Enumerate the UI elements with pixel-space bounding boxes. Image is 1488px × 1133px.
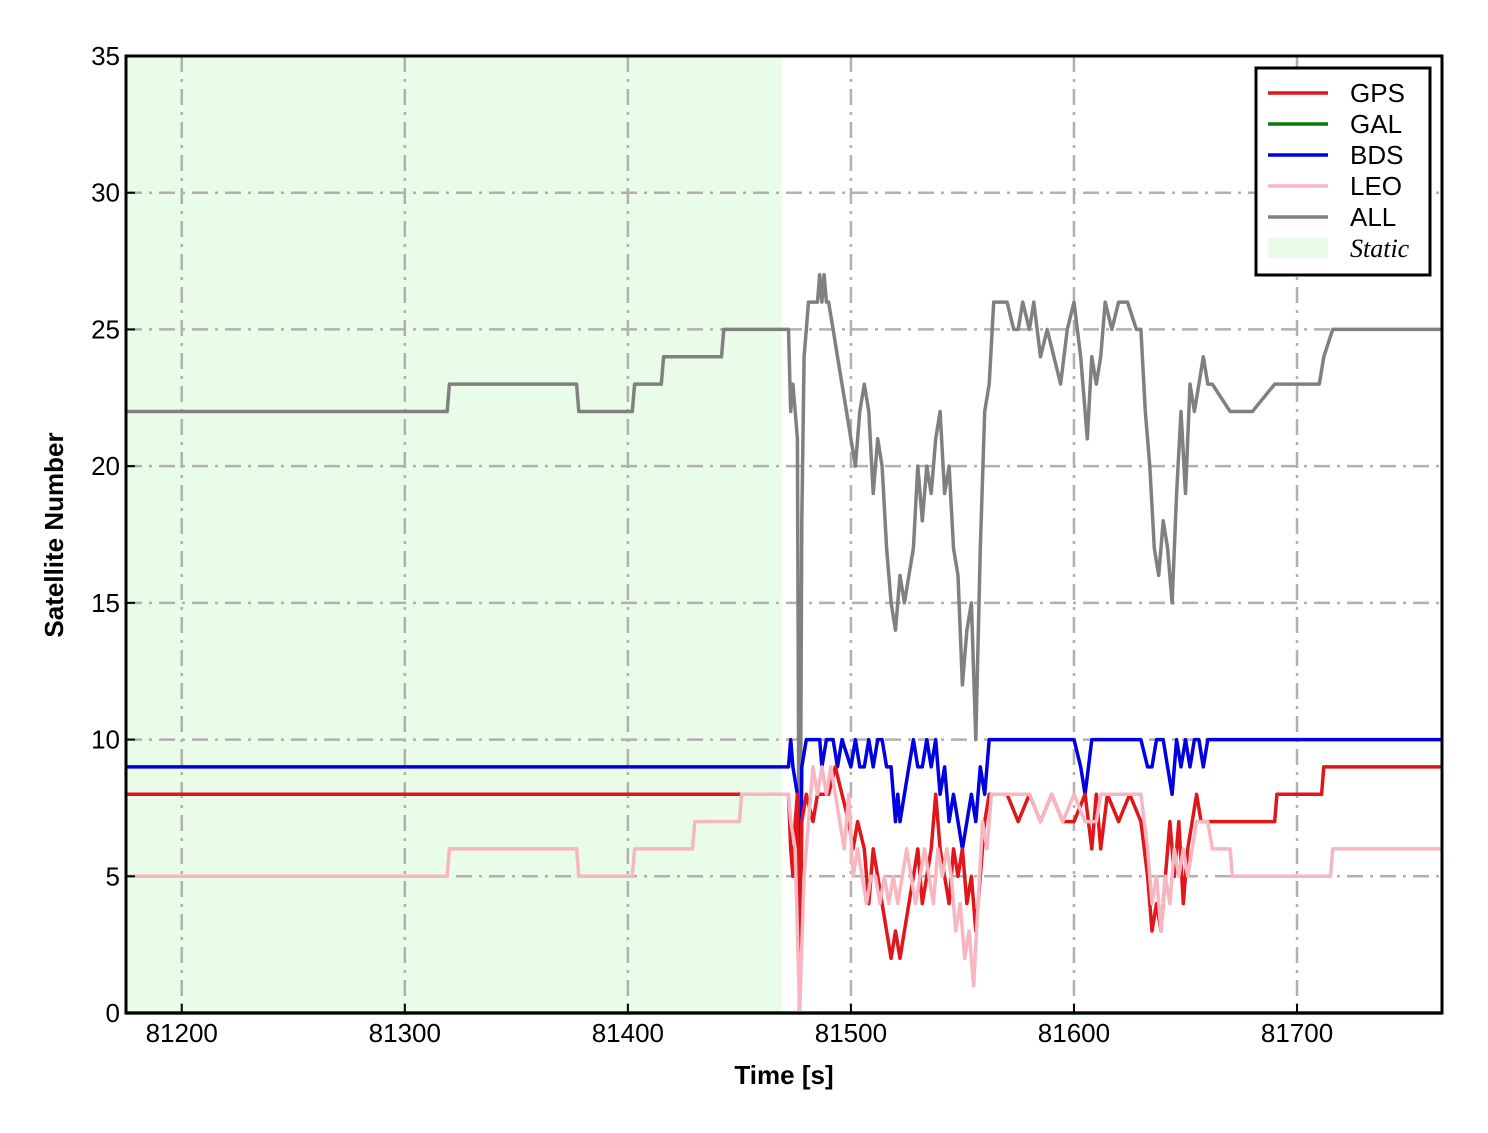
series-layer	[126, 272, 1442, 1015]
y-tick-label-0: 0	[106, 998, 120, 1028]
x-axis-title: Time [s]	[734, 1060, 833, 1090]
legend-label-bds: BDS	[1350, 140, 1403, 170]
legend-box	[1254, 66, 1432, 277]
y-tick-label-5: 5	[106, 861, 120, 891]
x-tick-label-81600: 81600	[1038, 1018, 1110, 1048]
y-tick-label-10: 10	[91, 725, 120, 755]
legend-label-leo: LEO	[1350, 171, 1402, 201]
series-line-all	[126, 272, 1442, 1015]
legend-label-gal: GAL	[1350, 109, 1402, 139]
x-tick-label-81500: 81500	[815, 1018, 887, 1048]
legend-label-gps: GPS	[1350, 78, 1405, 108]
y-tick-label-35: 35	[91, 41, 120, 71]
x-tick-label-81700: 81700	[1261, 1018, 1333, 1048]
x-tick-label-81300: 81300	[369, 1018, 441, 1048]
tick-labels: 81200 81300 81400 81500 81600 81700 0 5 10 15 20 25…	[91, 41, 1333, 1048]
y-tick-label-30: 30	[91, 178, 120, 208]
series-line-leo	[126, 765, 1442, 1015]
legend-swatch-static	[1268, 238, 1328, 258]
x-tick-label-81400: 81400	[592, 1018, 664, 1048]
legend-label-all: ALL	[1350, 202, 1396, 232]
y-tick-label-15: 15	[91, 588, 120, 618]
legend-label-static: Static	[1350, 234, 1410, 263]
series-line-bds	[126, 737, 1442, 1015]
y-tick-label-20: 20	[91, 451, 120, 481]
static-region	[126, 56, 782, 1013]
y-axis-title: Satellite Number	[39, 432, 69, 637]
series-line-gps	[126, 765, 1442, 1015]
ticks	[126, 55, 1299, 1014]
y-tick-label-25: 25	[91, 314, 120, 344]
plot-frame	[124, 54, 1444, 1015]
x-tick-label-81200: 81200	[146, 1018, 218, 1048]
